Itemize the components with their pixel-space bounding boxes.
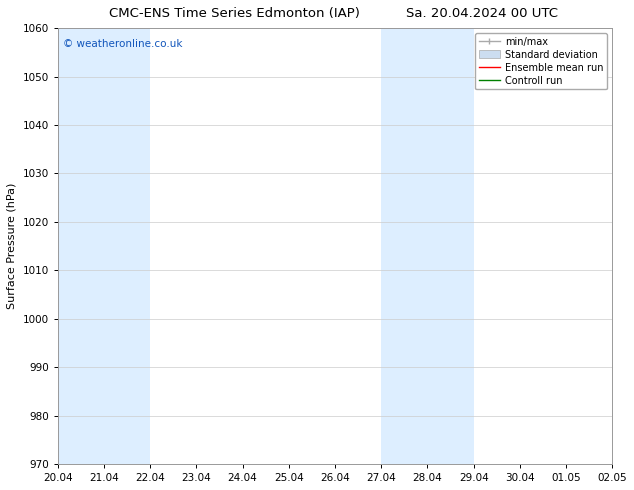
Text: © weatheronline.co.uk: © weatheronline.co.uk (63, 39, 183, 49)
Text: Sa. 20.04.2024 00 UTC: Sa. 20.04.2024 00 UTC (406, 7, 558, 21)
Text: CMC-ENS Time Series Edmonton (IAP): CMC-ENS Time Series Edmonton (IAP) (109, 7, 360, 21)
Y-axis label: Surface Pressure (hPa): Surface Pressure (hPa) (7, 183, 17, 309)
Bar (58, 28, 150, 464)
Legend: min/max, Standard deviation, Ensemble mean run, Controll run: min/max, Standard deviation, Ensemble me… (475, 33, 607, 90)
Bar (381, 28, 474, 464)
